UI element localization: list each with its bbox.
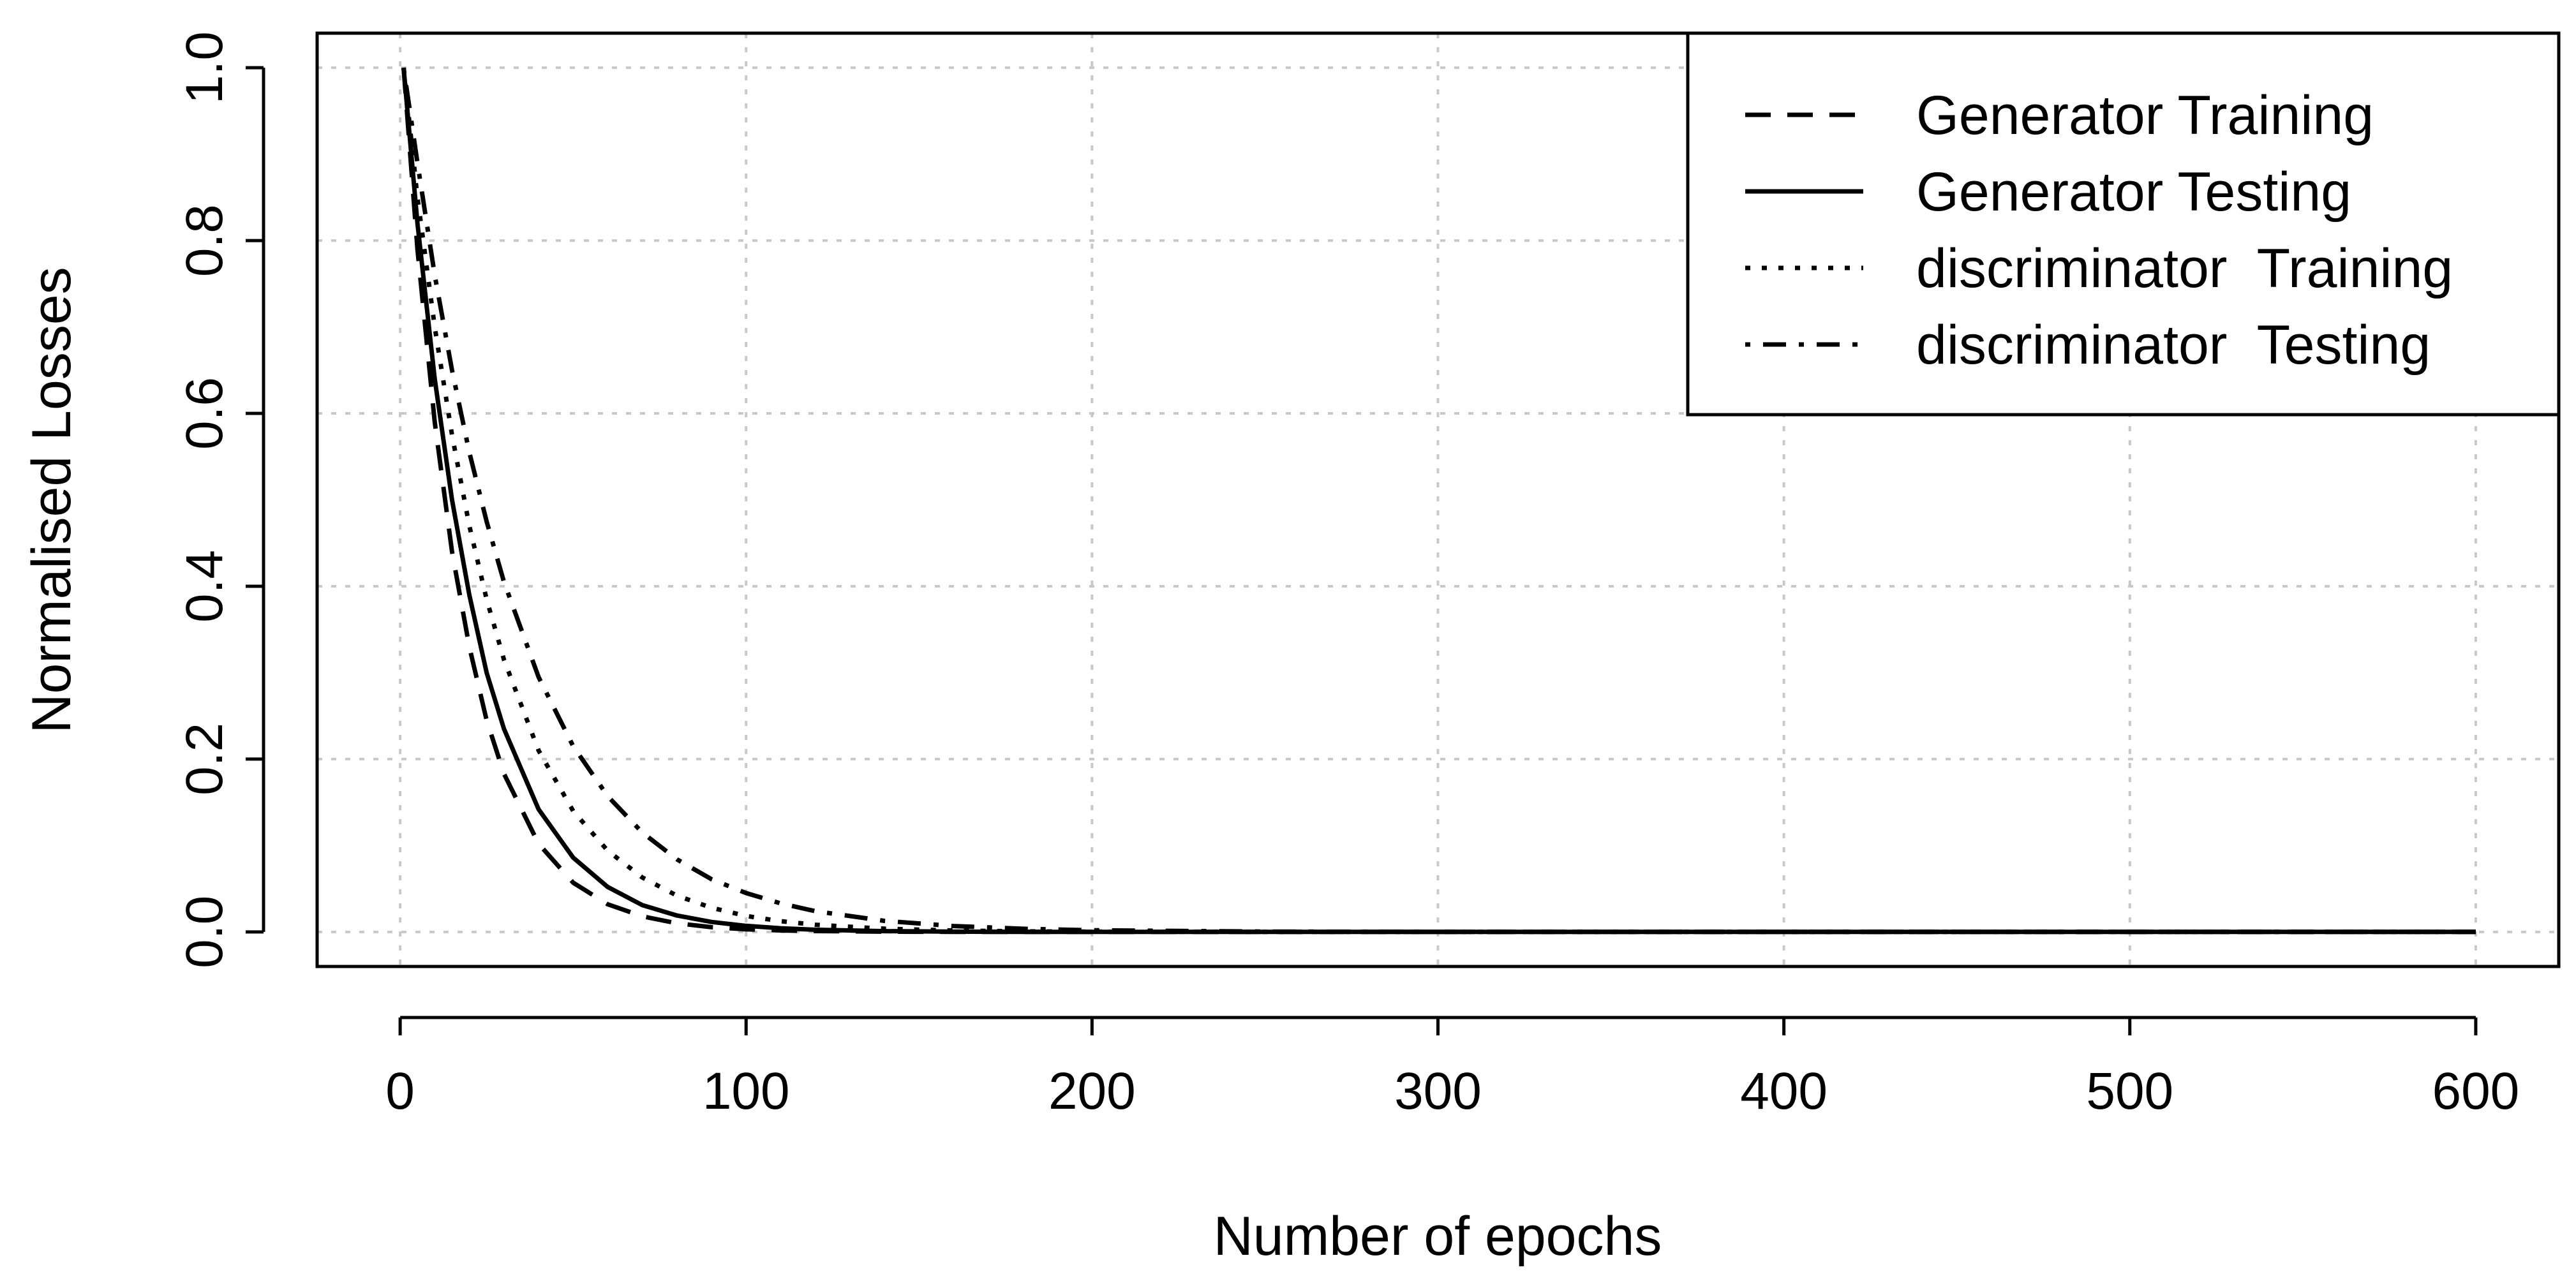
x-tick-label-1: 100 — [703, 1062, 790, 1120]
x-tick-label-0: 0 — [385, 1062, 415, 1120]
x-axis-title: Number of epochs — [1214, 1206, 1662, 1267]
legend: Generator Training Generator Testing discr… — [1686, 31, 2561, 417]
legend-box — [1686, 31, 2561, 417]
x-tick-label-5: 500 — [2086, 1062, 2173, 1120]
legend-label-4: discriminator Testing — [1916, 315, 2431, 376]
legend-label-3: discriminator Training — [1916, 238, 2453, 299]
series-line-4 — [401, 67, 2476, 935]
y-axis-title: Normalised Losses — [21, 267, 82, 733]
y-tick-label-0: 0.0 — [175, 896, 234, 968]
series-lines — [401, 67, 2476, 935]
legend-label-1: Generator Training — [1916, 85, 2374, 146]
legend-label-2: Generator Testing — [1916, 161, 2351, 223]
series-line-3 — [401, 67, 2476, 935]
x-tick-label-6: 600 — [2432, 1062, 2519, 1120]
y-tick-label-1: 0.2 — [175, 723, 234, 796]
y-tick-label-2: 0.4 — [175, 550, 234, 623]
plot-frame — [315, 31, 2561, 968]
x-tick-label-2: 200 — [1048, 1062, 1136, 1120]
x-axis: 0 100 200 300 400 500 600 — [385, 1016, 2519, 1120]
y-axis: 0.0 0.2 0.4 0.6 0.8 1.0 — [175, 31, 265, 968]
legend-entries: Generator Training Generator Testing discr… — [1745, 85, 2453, 376]
series-line-1 — [401, 67, 2476, 935]
x-tick-label-3: 300 — [1394, 1062, 1482, 1120]
y-tick-label-3: 0.6 — [175, 377, 234, 450]
x-tick-label-4: 400 — [1740, 1062, 1828, 1120]
y-tick-label-4: 0.8 — [175, 204, 234, 277]
y-tick-label-5: 1.0 — [175, 31, 234, 104]
